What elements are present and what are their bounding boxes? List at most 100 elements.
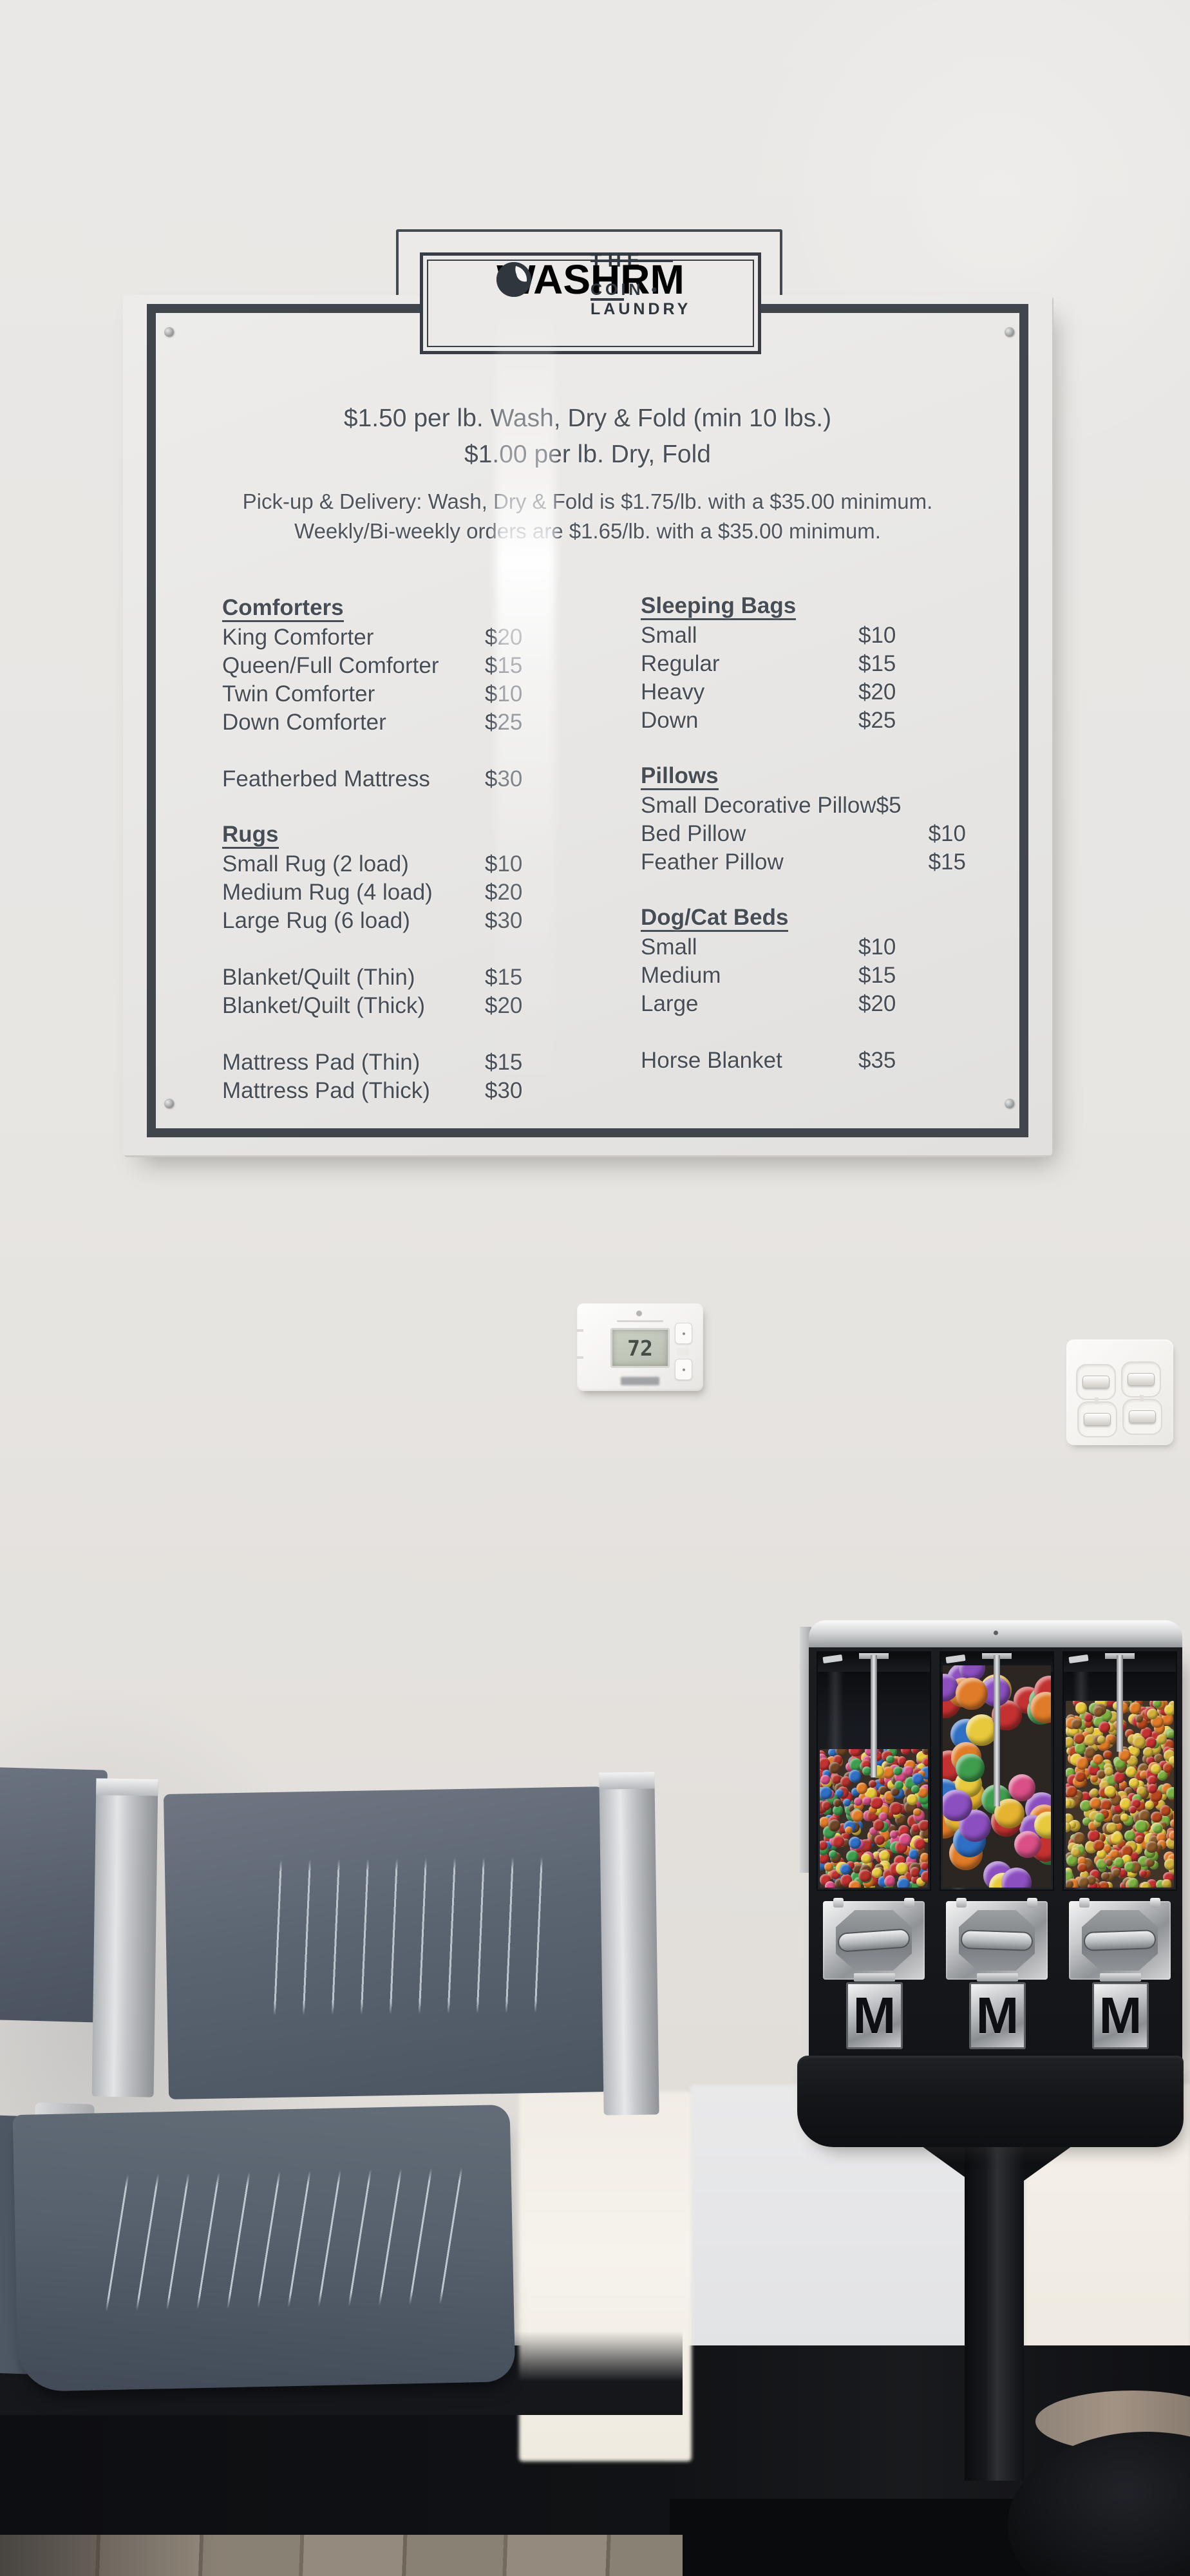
fruit-candies: [1100, 1799, 1112, 1811]
coin-clip: [833, 1898, 844, 1908]
candy-dispense-flap[interactable]: M: [846, 1982, 903, 2049]
chocolate-candies: [872, 1867, 883, 1879]
chair-seat-vents: [77, 2166, 486, 2313]
chocolate-candies: [849, 1837, 862, 1850]
chocolate-candies: [911, 1823, 920, 1833]
fruit-candies: [1157, 1770, 1168, 1781]
price-row: Twin Comforter $10: [222, 680, 557, 708]
chocolate-candies: [835, 1749, 848, 1756]
item-label: Small: [641, 934, 697, 960]
candy-dispenser: M M M: [809, 1647, 1182, 2060]
price-line: $1.00 per lb. Dry, Fold: [464, 440, 711, 468]
fruit-candies: [1169, 1830, 1174, 1841]
item-label: Large: [641, 991, 699, 1016]
fruit-candies: [1156, 1734, 1167, 1745]
screw: [164, 327, 174, 337]
chair-seat: [12, 2104, 516, 2392]
price-row: Large Rug (6 load) $30: [222, 907, 557, 935]
gumballs: [1030, 1692, 1051, 1723]
thermostat-mode-button[interactable]: [677, 1348, 690, 1356]
fruit-candies: [1097, 1850, 1107, 1860]
fruit-candies: [1135, 1820, 1148, 1833]
light-switch-toggle[interactable]: [1129, 1410, 1156, 1423]
fruit-candies: [1118, 1748, 1131, 1761]
item-price: $10: [858, 934, 896, 960]
candy-dispense-flap[interactable]: M: [1092, 1982, 1149, 2049]
fruit-candies: [1138, 1870, 1147, 1878]
dispenser-side-edge: [800, 1627, 811, 1873]
price-row: Regular $15: [641, 650, 966, 678]
light-switch-toggle[interactable]: [1082, 1376, 1110, 1388]
fruit-candies: [1168, 1756, 1174, 1765]
item-label: Small Decorative Pillow: [641, 793, 876, 818]
fruit-candies: [1112, 1814, 1122, 1824]
light-switch-toggle[interactable]: [1128, 1373, 1155, 1386]
chocolate-candies: [832, 1804, 844, 1815]
item-price: $15: [485, 1050, 523, 1075]
thermostat-up-button[interactable]: [675, 1323, 692, 1344]
coin-clip: [1027, 1898, 1037, 1908]
fruit-candies: [1088, 1830, 1100, 1842]
fruit-candies: [1135, 1714, 1144, 1723]
fruit-candies: [1090, 1788, 1099, 1797]
switch-recess: [1077, 1401, 1117, 1437]
price-gap: [641, 876, 966, 905]
flap-hinge: [977, 1973, 1018, 1982]
fruit-candies: [1119, 1798, 1132, 1811]
coin-turn-handle[interactable]: [960, 1929, 1034, 1951]
chocolate-candies: [920, 1871, 928, 1882]
fruit-candies: [1096, 1769, 1106, 1779]
fruit-candies: [1129, 1777, 1140, 1788]
item-label: King Comforter: [222, 625, 374, 650]
price-row: Small $10: [641, 933, 966, 961]
fruit-candies: [1071, 1718, 1082, 1730]
chocolate-candies: [824, 1881, 836, 1888]
fruit-candies: [1133, 1736, 1146, 1749]
switch-recess: [1122, 1399, 1162, 1435]
flap-letter: M: [853, 1987, 896, 2044]
fruit-candies: [1125, 1766, 1137, 1778]
chocolate-candies: [896, 1878, 910, 1888]
item-price: $10: [485, 681, 523, 706]
chocolate-candies: [920, 1853, 928, 1862]
fruit-candies: [1111, 1868, 1120, 1877]
light-switch-toggle[interactable]: [1084, 1413, 1111, 1426]
price-gap: [222, 737, 557, 765]
chocolate-candies: [921, 1749, 928, 1754]
switch-divider: [1095, 1397, 1099, 1404]
chocolate-candies: [862, 1766, 872, 1776]
sign-border-top-right: [760, 304, 1028, 313]
section-title: Dog/Cat Beds: [641, 905, 789, 932]
price-list-left-column: Comforters King Comforter $20 Queen/Full Co…: [222, 595, 557, 1105]
fruit-candies: [1152, 1824, 1162, 1834]
price-gap: [222, 1020, 557, 1048]
fruit-candies: [1162, 1763, 1173, 1773]
price-row: Horse Blanket $35: [641, 1046, 966, 1075]
pickup-delivery-info: Pick-up & Delivery: Wash, Dry & Fold is …: [123, 487, 1052, 546]
delivery-line: Weekly/Bi-weekly orders are $1.65/lb. wi…: [294, 519, 881, 543]
chocolate-candies: [894, 1781, 903, 1790]
price-gap: [641, 1018, 966, 1046]
fruit-candies: [1151, 1811, 1162, 1823]
item-label: Featherbed Mattress: [222, 766, 430, 791]
temperature-value: 72: [627, 1335, 653, 1361]
chocolate-candies: [849, 1757, 863, 1771]
item-label: Twin Comforter: [222, 681, 375, 706]
chocolate-candies: [851, 1809, 864, 1822]
coin-turn-handle[interactable]: [1083, 1929, 1157, 1951]
chocolate-candies: [870, 1796, 883, 1810]
fruit-candies: [1154, 1753, 1164, 1763]
chocolate-candies: [884, 1875, 896, 1886]
candy-dispense-flap[interactable]: M: [969, 1982, 1026, 2049]
sign-border-right: [1019, 304, 1028, 1137]
switch-recess: [1121, 1361, 1161, 1397]
price-sign: [123, 295, 1052, 1155]
chocolate-candies: [918, 1819, 928, 1832]
chocolate-candies: [907, 1794, 918, 1805]
chocolate-candies: [828, 1819, 841, 1832]
item-price: $15: [485, 965, 523, 990]
fruit-candies: [1066, 1736, 1075, 1748]
fruit-candies: [1075, 1702, 1088, 1714]
thermostat-down-button[interactable]: [675, 1359, 692, 1380]
